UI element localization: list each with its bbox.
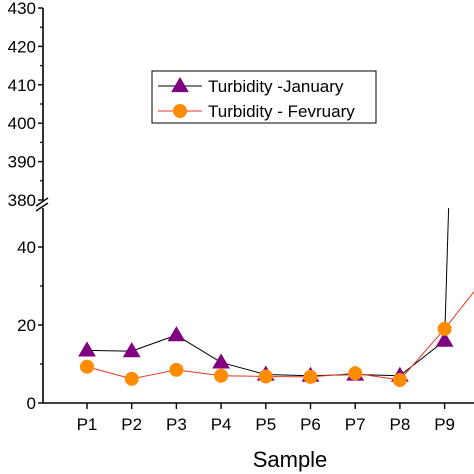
data-point xyxy=(303,369,318,384)
legend-marker xyxy=(173,104,187,118)
series-line-segment xyxy=(265,374,311,377)
series-line-segment xyxy=(444,207,450,341)
legend-label: Turbidity -January xyxy=(208,77,344,96)
x-tick-label: P3 xyxy=(166,415,187,434)
data-point xyxy=(80,359,94,374)
series-line-segment xyxy=(355,372,400,381)
series-layer xyxy=(78,207,474,387)
data-point xyxy=(348,366,363,381)
x-tick-label: P8 xyxy=(390,415,411,434)
data-point xyxy=(435,331,454,347)
axes-layer: 380 390 400 410 420 430 0 20 40 P1 P2 P3 P4 P5 P6 P7 P8 P… xyxy=(8,0,474,434)
y-tick-label: 420 xyxy=(8,37,36,56)
data-point xyxy=(437,321,452,336)
x-tick-label: P9 xyxy=(434,415,455,434)
series-line-segment xyxy=(86,349,132,352)
series-line-segment xyxy=(220,361,266,376)
data-point xyxy=(122,342,141,358)
legend: Turbidity -January Turbidity - Fevruary xyxy=(151,70,377,124)
y-tick-label: 390 xyxy=(8,153,36,172)
axis-break-mark xyxy=(35,202,49,212)
y-tick-label: 430 xyxy=(8,0,36,18)
data-point xyxy=(124,371,139,386)
x-tick-label: P6 xyxy=(300,415,321,434)
series-line-segment xyxy=(176,369,222,377)
data-point xyxy=(214,368,229,383)
legend-box xyxy=(151,70,377,124)
y-tick-label: 40 xyxy=(17,238,36,257)
data-point xyxy=(392,372,407,387)
x-axis-title: Sample xyxy=(253,447,328,472)
x-tick-label: P2 xyxy=(121,415,142,434)
y-tick-label: 0 xyxy=(27,394,36,413)
data-point xyxy=(167,326,186,342)
data-point xyxy=(169,362,184,377)
data-point xyxy=(258,369,273,384)
x-tick-label: P7 xyxy=(345,415,366,434)
data-point xyxy=(212,353,230,369)
series-line-segment xyxy=(221,375,266,377)
series-line-segment xyxy=(444,290,474,330)
series-line-segment xyxy=(399,328,445,381)
y-tick-label: 400 xyxy=(8,114,36,133)
series-line-segment xyxy=(131,334,177,352)
series-line-segment xyxy=(86,366,132,380)
y-tick-label: 380 xyxy=(8,191,36,210)
series-line-segment xyxy=(310,372,356,378)
data-point xyxy=(78,341,96,357)
x-tick-label: P5 xyxy=(255,415,276,434)
y-tick-label: 20 xyxy=(17,316,36,335)
series-2 xyxy=(80,290,474,387)
x-tick-label: P1 xyxy=(77,415,98,434)
legend-label: Turbidity - Fevruary xyxy=(208,102,355,121)
legend-marker xyxy=(171,77,189,93)
axis-break-mark xyxy=(35,197,49,207)
series-line-segment xyxy=(131,369,177,380)
x-tick-label: P4 xyxy=(211,415,232,434)
y-tick-label: 410 xyxy=(8,76,36,95)
